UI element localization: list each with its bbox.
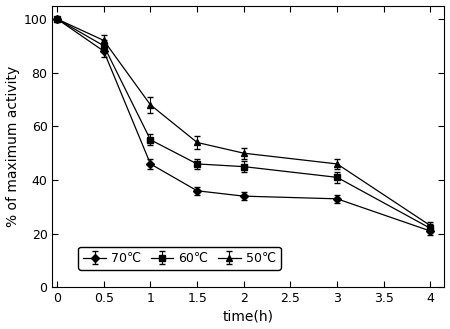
X-axis label: time(h): time(h) — [223, 310, 274, 323]
Y-axis label: % of maximum activity: % of maximum activity — [5, 66, 19, 227]
Legend: 70℃, 60℃, 50℃: 70℃, 60℃, 50℃ — [78, 247, 281, 270]
